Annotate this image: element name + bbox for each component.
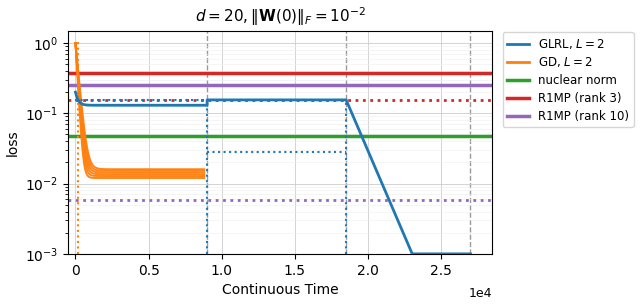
X-axis label: Continuous Time: Continuous Time [222, 283, 339, 297]
Legend: GLRL, $L = 2$, GD, $L = 2$, nuclear norm, R1MP (rank 3), R1MP (rank 10): GLRL, $L = 2$, GD, $L = 2$, nuclear norm… [502, 32, 634, 128]
Text: 1e4: 1e4 [469, 287, 492, 300]
Y-axis label: loss: loss [6, 129, 20, 156]
Title: $d = 20, \|\mathbf{W}(0)\|_F = 10^{-2}$: $d = 20, \|\mathbf{W}(0)\|_F = 10^{-2}$ [195, 6, 366, 28]
